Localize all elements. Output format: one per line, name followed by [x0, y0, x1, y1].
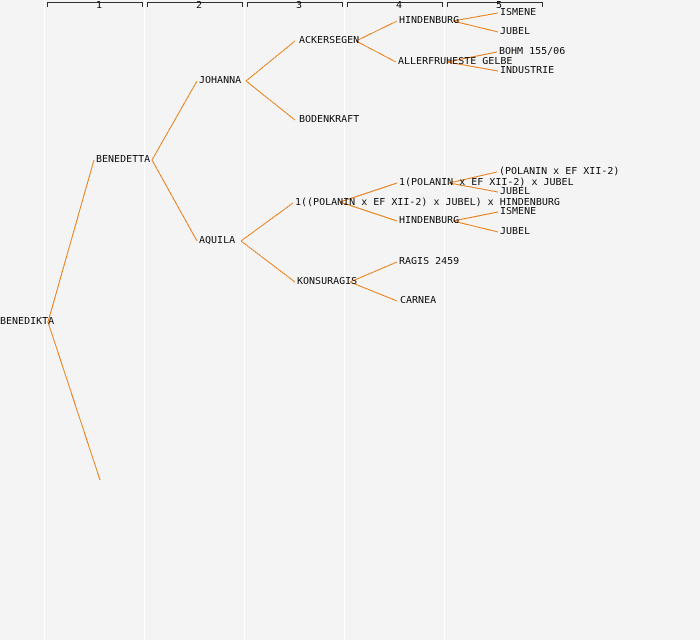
generation-bracket-5: [447, 2, 543, 7]
node-konsuragis[interactable]: KONSURAGIS: [297, 276, 358, 287]
edge-hindenburg-1-to-ismene-1: [452, 12, 499, 22]
node-jubel-2[interactable]: JUBEL: [500, 186, 531, 197]
gridline: [344, 0, 345, 640]
edge-johanna-to-bodenkraft: [245, 80, 296, 121]
node-allerfruheste-gelbe[interactable]: ALLERFRUHESTE GELBE: [398, 56, 513, 67]
node-polanin-ef-xii-2[interactable]: (POLANIN x EF XII-2): [499, 166, 620, 177]
node-benedikta[interactable]: BENEDIKTA: [0, 316, 55, 327]
edge-cross-2-to-jubel-2: [448, 182, 499, 193]
gridline: [44, 0, 45, 640]
edge-benedetta-to-johanna: [151, 80, 198, 161]
edge-allerfruheste-gelbe-to-industrie: [446, 61, 499, 72]
edge-hindenburg-2-to-jubel-3: [452, 220, 499, 233]
node-cross-2[interactable]: 1(POLANIN x EF XII-2) x JUBEL: [399, 177, 574, 188]
node-aquila[interactable]: AQUILA: [199, 235, 236, 246]
node-ismene-1[interactable]: ISMENE: [500, 7, 537, 18]
node-ragis-2459[interactable]: RAGIS 2459: [399, 256, 460, 267]
node-hindenburg-1[interactable]: HINDENBURG: [399, 15, 460, 26]
node-benedetta[interactable]: BENEDETTA: [96, 154, 151, 165]
generation-number-2: 2: [195, 0, 203, 11]
node-industrie[interactable]: INDUSTRIE: [500, 65, 555, 76]
edge-ackersegen-to-hindenburg-1: [355, 20, 398, 42]
edge-cross-1-to-cross-2: [339, 182, 398, 203]
edge-benedetta-to-aquila: [151, 159, 198, 242]
node-bodenkraft[interactable]: BODENKRAFT: [299, 114, 360, 125]
edge-johanna-to-ackersegen: [245, 40, 296, 82]
gridline: [444, 0, 445, 640]
node-ismene-2[interactable]: ISMENE: [500, 206, 537, 217]
edge-konsuragis-to-carnea: [349, 281, 398, 302]
generation-number-1: 1: [95, 0, 103, 11]
edge-aquila-to-cross-1: [240, 202, 294, 242]
edge-hindenburg-1-to-jubel-1: [452, 20, 499, 33]
node-ackersegen[interactable]: ACKERSEGEN: [299, 35, 360, 46]
edge-aquila-to-konsuragis: [240, 240, 296, 283]
node-hindenburg-2[interactable]: HINDENBURG: [399, 215, 460, 226]
edge-allerfruheste-gelbe-to-bohm-155-06: [446, 51, 498, 63]
generation-number-3: 3: [295, 0, 303, 11]
edge-cross-2-to-polanin-ef-xii-2: [448, 171, 498, 184]
edge-hindenburg-2-to-ismene-2: [452, 211, 499, 222]
generation-number-5: 5: [495, 0, 503, 11]
edge-benedikta-to-unknown: [47, 321, 101, 481]
generation-bracket-2: [147, 2, 243, 7]
generation-bracket-1: [47, 2, 143, 7]
node-jubel-1[interactable]: JUBEL: [500, 26, 531, 37]
gridline: [244, 0, 245, 640]
gridline: [144, 0, 145, 640]
node-jubel-3[interactable]: JUBEL: [500, 226, 531, 237]
node-carnea[interactable]: CARNEA: [400, 295, 437, 306]
generation-bracket-3: [247, 2, 343, 7]
node-johanna[interactable]: JOHANNA: [199, 75, 242, 86]
generation-bracket-4: [347, 2, 443, 7]
edge-benedikta-to-benedetta: [47, 159, 95, 323]
edge-cross-1-to-hindenburg-2: [339, 201, 398, 222]
edge-ackersegen-to-allerfruheste-gelbe: [355, 40, 397, 63]
edge-konsuragis-to-ragis-2459: [349, 261, 398, 283]
node-cross-1[interactable]: 1((POLANIN x EF XII-2) x JUBEL) x HINDEN…: [295, 197, 560, 208]
generation-number-4: 4: [395, 0, 403, 11]
node-bohm-155-06[interactable]: BOHM 155/06: [499, 46, 566, 57]
